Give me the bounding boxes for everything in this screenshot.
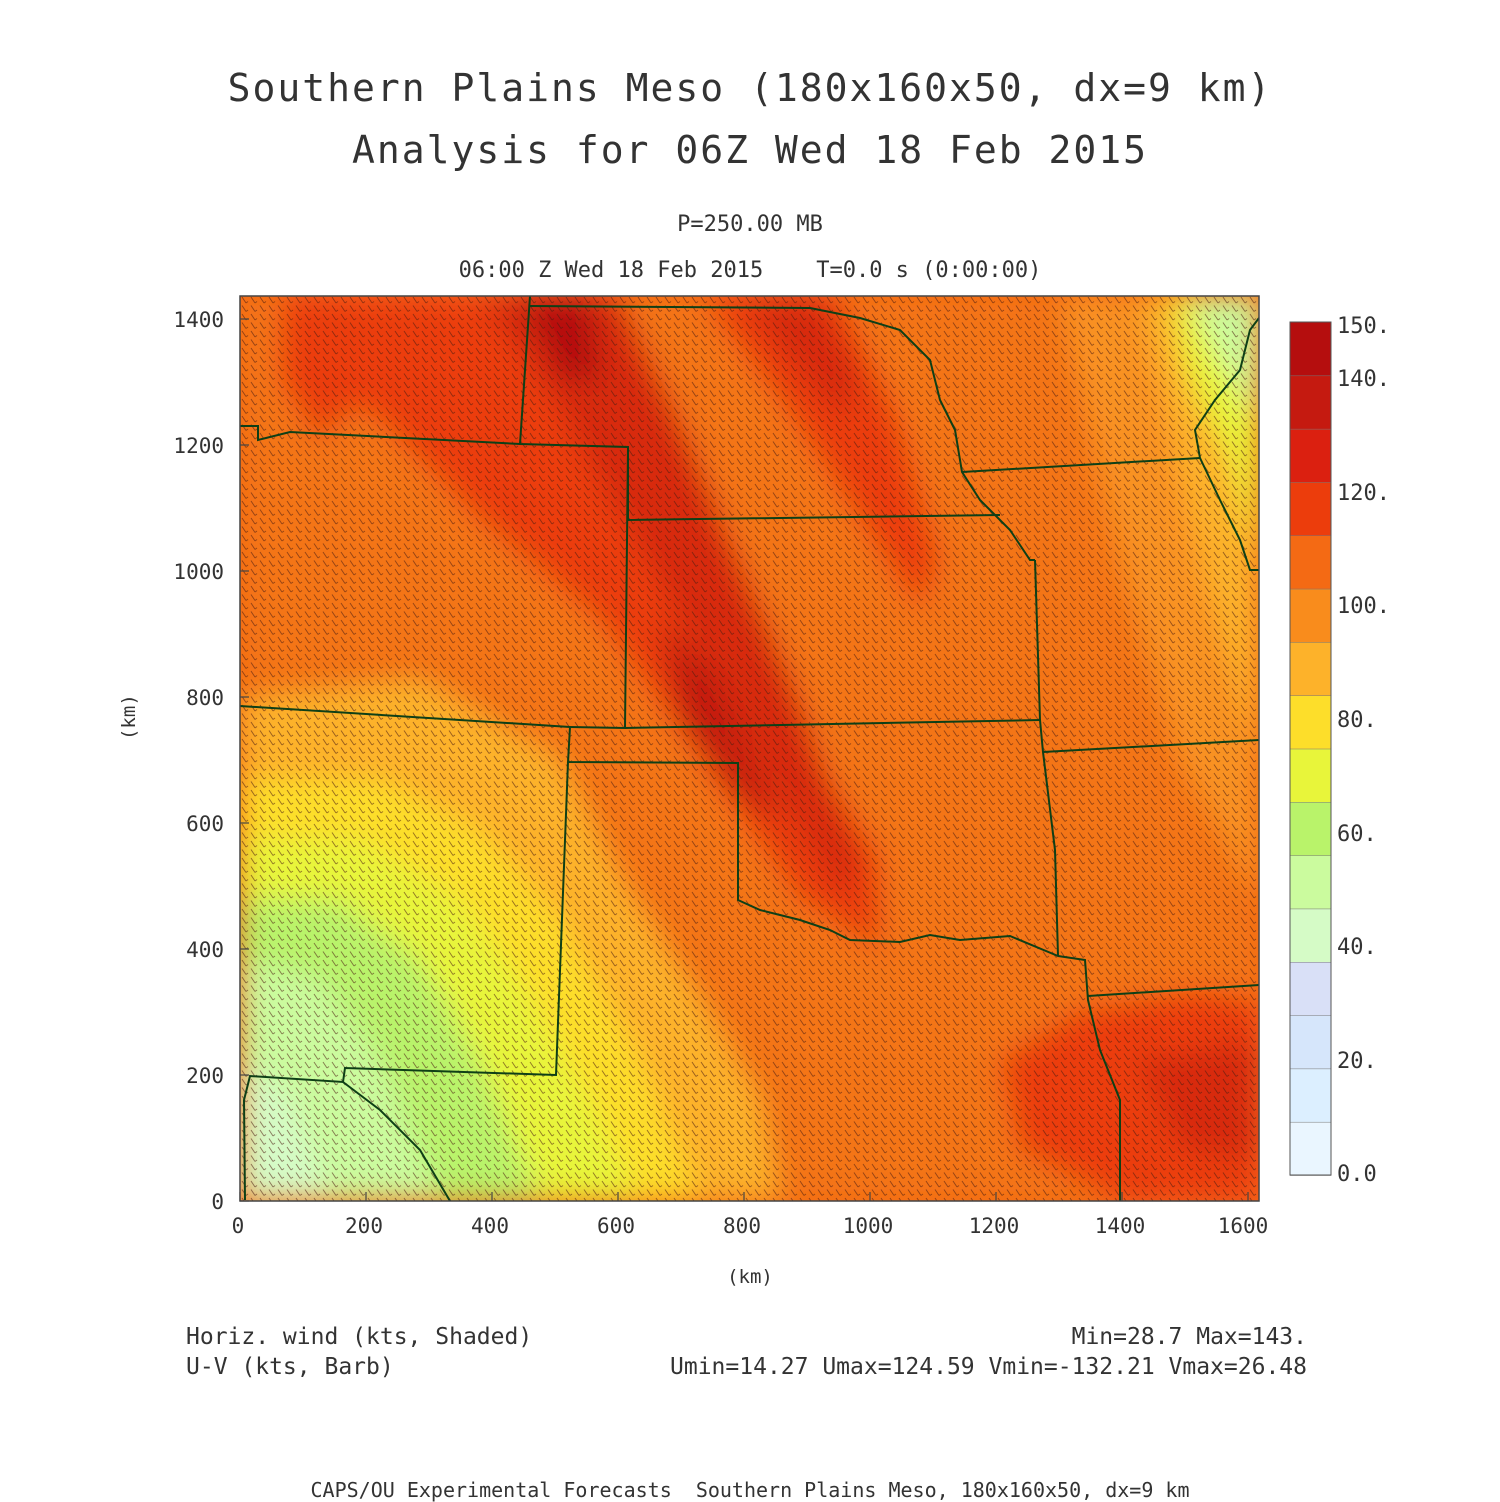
axis-tick-marks: [239, 318, 1249, 1202]
y-axis-label: (km): [118, 694, 140, 740]
x-tick-200: 200: [345, 1214, 383, 1238]
y-tick-1000: 1000: [173, 560, 224, 584]
y-tick-0: 0: [211, 1190, 224, 1214]
x-tick-1600: 1600: [1217, 1214, 1269, 1238]
legend-field-barb: U-V (kts, Barb): [186, 1354, 394, 1380]
colorbar-segment: [1289, 428, 1332, 483]
colorbar-segment: [1289, 961, 1332, 1016]
pressure-level-label: P=250.00 MB: [677, 212, 823, 237]
colorbar-segment: [1289, 854, 1332, 910]
colorbar-segment: [1289, 694, 1332, 750]
x-tick-800: 800: [723, 1214, 761, 1238]
colorbar-label-40: 40.: [1337, 935, 1377, 960]
footer-caption: CAPS/OU Experimental Forecasts Southern …: [310, 1478, 1190, 1502]
y-tick-600: 600: [186, 812, 224, 836]
x-tick-1400: 1400: [1094, 1214, 1146, 1238]
colorbar-segment: [1289, 641, 1332, 696]
legend-min-max: Min=28.7 Max=143.: [1071, 1324, 1307, 1350]
colorbar-label-140: 140.: [1337, 367, 1390, 392]
x-tick-1200: 1200: [968, 1214, 1020, 1238]
legend-field-shaded: Horiz. wind (kts, Shaded): [186, 1324, 533, 1350]
colorbar-segment: [1289, 748, 1332, 803]
y-tick-800: 800: [186, 686, 224, 710]
legend-uv-stats: Umin=14.27 Umax=124.59 Vmin=-132.21 Vmax…: [670, 1354, 1307, 1380]
wind-speed-shading: [240, 296, 1259, 1201]
colorbar-label-120: 120.: [1337, 481, 1390, 506]
y-tick-1400: 1400: [173, 308, 224, 332]
y-tick-200: 200: [186, 1064, 224, 1088]
colorbar-segment: [1289, 908, 1332, 963]
y-tick-1200: 1200: [173, 434, 224, 458]
map-subtitle: Analysis for 06Z Wed 18 Feb 2015: [351, 128, 1149, 172]
x-tick-400: 400: [471, 1214, 509, 1238]
y-tick-400: 400: [186, 938, 224, 962]
colorbar: [1289, 321, 1332, 1176]
valid-time-label: 06:00 Z Wed 18 Feb 2015 T=0.0 s (0:00:00…: [458, 258, 1042, 283]
colorbar-label-80: 80.: [1337, 708, 1377, 733]
map-title: Southern Plains Meso (180x160x50, dx=9 k…: [227, 66, 1273, 110]
colorbar-segment: [1289, 1121, 1332, 1176]
x-tick-1000: 1000: [842, 1214, 894, 1238]
colorbar-label-100: 100.: [1337, 594, 1390, 619]
colorbar-segment: [1289, 535, 1332, 590]
colorbar-segment: [1289, 481, 1332, 536]
colorbar-segment: [1289, 321, 1332, 377]
colorbar-segment: [1289, 1014, 1332, 1070]
x-tick-0: 0: [231, 1214, 245, 1238]
x-tick-600: 600: [597, 1214, 635, 1238]
colorbar-label-150: 150.: [1337, 314, 1390, 339]
x-axis-label: (km): [727, 1266, 773, 1288]
colorbar-segment: [1289, 588, 1332, 643]
colorbar-label-60: 60.: [1337, 822, 1377, 847]
colorbar-segment: [1289, 801, 1332, 856]
colorbar-segment: [1289, 375, 1332, 430]
colorbar-label-20: 20.: [1337, 1049, 1377, 1074]
colorbar-segment: [1289, 1068, 1332, 1123]
colorbar-label-0: 0.0: [1337, 1162, 1377, 1187]
state-boundaries: [240, 296, 1259, 1201]
